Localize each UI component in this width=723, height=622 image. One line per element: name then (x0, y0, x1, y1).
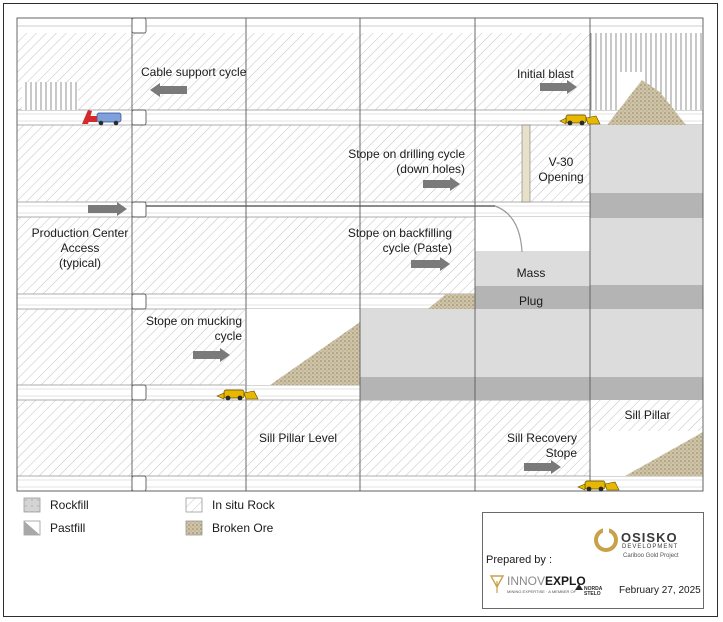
label-v30-opening: V-30 Opening (532, 155, 590, 185)
label-sill-pillar-level: Sill Pillar Level (259, 431, 338, 445)
innovexplo-innov: INNOV (507, 574, 546, 588)
legend-swatch-pastfill (23, 520, 41, 536)
label-stope-backfilling-line-2: cycle (Paste) (382, 241, 452, 255)
innovexplo-logo-icon (489, 575, 505, 593)
project-name: Cariboo Gold Project (623, 553, 679, 559)
osisko-wordmark: OSISKO (621, 530, 678, 545)
right-stope-band-1 (590, 193, 703, 218)
diagram-border (16, 17, 704, 492)
paste-mass (475, 251, 590, 286)
legend-swatch-rockfill (23, 497, 41, 513)
label-stope-drilling-line-2: (down holes) (396, 162, 465, 176)
sill-pillar-block (590, 400, 703, 431)
broken-ore-plug (428, 294, 475, 309)
arrow-right-icon (88, 202, 127, 216)
arrow-right-icon (411, 257, 450, 271)
broken-ore-initial-blast (607, 80, 686, 125)
right-stope-paste-3 (590, 309, 703, 377)
legend-pastfill: Pastfill (50, 521, 86, 535)
right-stope-paste (590, 125, 703, 193)
innovexplo-explo: EXPLO (545, 574, 586, 588)
osisko-logo-icon (594, 525, 618, 552)
drill-rig-icon (82, 110, 122, 126)
document-date: February 27, 2025 (619, 585, 701, 596)
label-stope-backfilling: Stope on backfilling cycle (Paste) (310, 226, 452, 256)
right-stope-band-2 (590, 285, 703, 309)
label-v30-line-1: V-30 (548, 155, 574, 169)
arrow-right-icon (524, 460, 561, 474)
label-stope-backfilling-line-1: Stope on backfilling (347, 226, 452, 240)
label-stope-mucking-line-2: cycle (214, 329, 242, 343)
legend-rockfill: Rockfill (50, 498, 89, 512)
norda-stelo-mark: NORDA STELO (584, 586, 603, 597)
innovexplo-wordmark: INNOVEXPLO (507, 574, 586, 588)
prepared-by: Prepared by : (486, 554, 553, 566)
label-cable-support-cycle: Cable support cycle (141, 65, 247, 79)
arrow-right-icon (193, 348, 230, 362)
label-mass: Mass (516, 266, 546, 280)
paste-pipe (494, 205, 523, 253)
credit-box: OSISKO DEVELOPMENT Cariboo Gold Project … (482, 512, 704, 609)
label-v30-line-2: Opening (538, 170, 584, 184)
label-stope-drilling: Stope on drilling cycle (down holes) (310, 147, 465, 177)
label-production-line-3: (typical) (58, 256, 101, 270)
backfill-void (475, 217, 590, 251)
right-stope-band-3 (590, 377, 703, 400)
label-sill-pillar: Sill Pillar (624, 408, 671, 422)
arrow-right-icon (540, 80, 577, 94)
legend-in-situ-rock: In situ Rock (212, 498, 275, 512)
innovexplo-tagline: MINING EXPERTISE · A MEMBER OF (507, 589, 577, 594)
loader-icon (216, 389, 259, 401)
label-stope-drilling-line-1: Stope on drilling cycle (348, 147, 465, 161)
broken-ore-sill (625, 432, 703, 476)
label-plug: Plug (518, 294, 544, 308)
arrow-left-icon (150, 83, 187, 97)
credit-graphics (489, 525, 618, 593)
label-sill-recovery-line-2: Stope (545, 446, 577, 460)
osisko-development: DEVELOPMENT (622, 544, 679, 550)
label-stope-mucking-line-1: Stope on mucking (145, 314, 242, 328)
label-production-center-access: Production Center Access (typical) (20, 226, 140, 271)
label-production-line-1: Production Center (31, 226, 129, 240)
paste-plug (475, 286, 590, 309)
v30-raise (521, 124, 531, 203)
legend-swatch-in-situ-rock (185, 497, 203, 513)
page-frame (3, 3, 718, 617)
broken-ore-mucking (270, 322, 360, 385)
loader-icon (577, 480, 620, 492)
legend-swatch-broken-ore (185, 520, 203, 536)
label-initial-blast: Initial blast (517, 67, 574, 81)
cable-holes-left (22, 82, 78, 110)
label-stope-mucking: Stope on mucking cycle (120, 314, 242, 344)
loader-icon (559, 114, 601, 126)
arrow-right-icon (423, 177, 460, 191)
label-sill-recovery-line-1: Sill Recovery (506, 431, 577, 445)
label-sill-recovery-stope: Sill Recovery Stope (470, 431, 577, 461)
legend-broken-ore: Broken Ore (212, 521, 274, 535)
right-stope-paste-2 (590, 218, 703, 285)
label-production-line-2: Access (60, 241, 100, 255)
